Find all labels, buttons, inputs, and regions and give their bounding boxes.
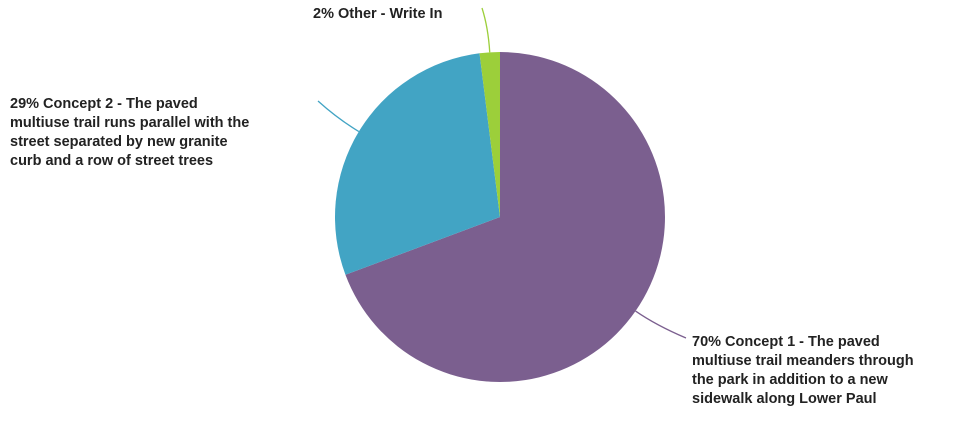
slice-label-concept-2-line-2: multiuse trail runs parallel with the (10, 115, 250, 131)
slice-label-concept-2: 29% Concept 2 - The paved multiuse trail… (10, 95, 249, 171)
pie-slice-other (479, 52, 500, 217)
slice-label-concept-2-line-3: street separated by new granite (10, 134, 228, 150)
pie-slice-concept-2 (335, 53, 500, 275)
leader-lines (317, 7, 687, 339)
pie-slices (335, 52, 666, 382)
slice-label-concept-1-line-3: the park in addition to a new (692, 372, 888, 388)
slice-label-concept-2-line-4: curb and a row of street trees (10, 153, 214, 169)
slice-label-other: 2% Other - Write In (313, 5, 442, 24)
slice-label-concept-1-line-1: 70% Concept 1 - The paved (692, 334, 880, 350)
slice-label-concept-1-line-4: sidewalk along Lower Paul (692, 391, 877, 407)
leader-line-other (481, 7, 491, 53)
slice-label-concept-1: 70% Concept 1 - The paved multiuse trail… (692, 333, 914, 409)
leader-line-concept-2 (317, 100, 360, 133)
pie-slice-concept-1 (345, 52, 666, 382)
slice-label-concept-1-line-2: multiuse trail meanders through (692, 353, 914, 369)
slice-label-concept-2-line-1: 29% Concept 2 - The paved (10, 96, 198, 112)
slice-label-other-line-1: 2% Other - Write In (313, 6, 443, 22)
leader-line-concept-1 (635, 310, 687, 339)
